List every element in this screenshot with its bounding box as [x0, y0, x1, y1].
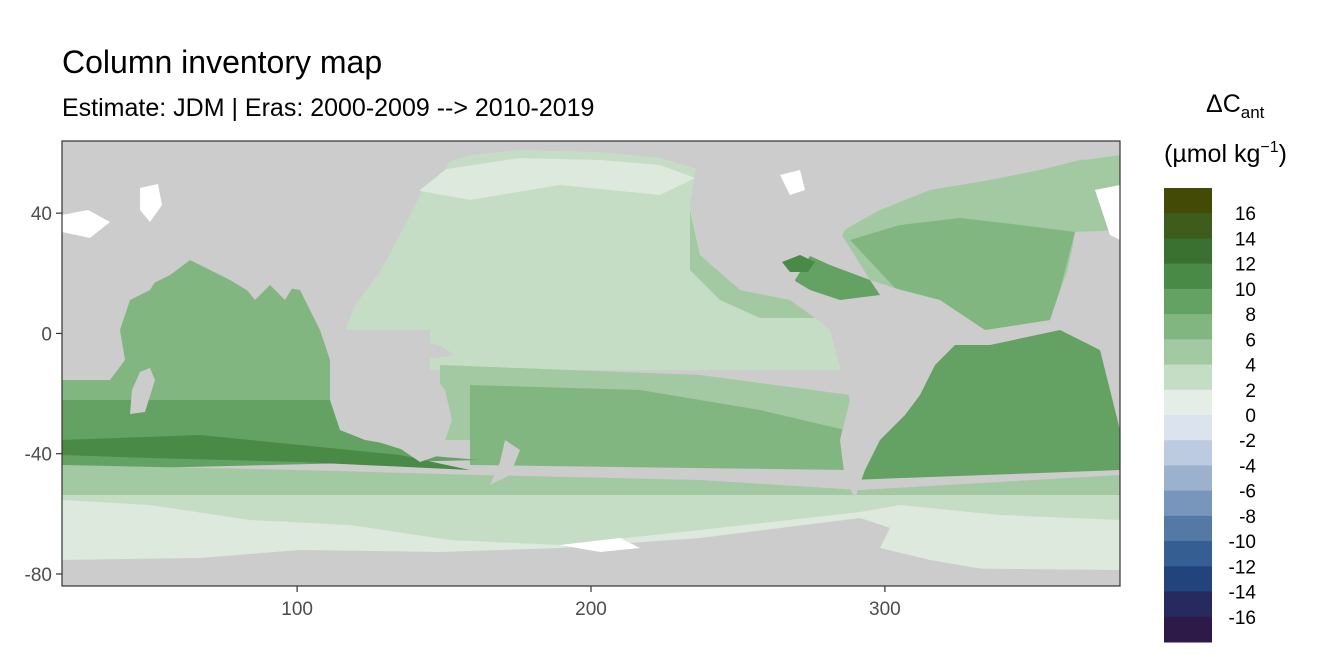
map-subtitle: Estimate: JDM | Eras: 2000-2009 --> 2010…: [62, 94, 595, 122]
missing-data-caspian: [140, 184, 162, 222]
map-panel: [62, 141, 1120, 586]
land-eurasia: [140, 141, 460, 310]
legend-tick-label: 10: [1235, 280, 1256, 301]
y-axis-tick-label: 0: [41, 324, 52, 345]
legend-tick-label: 16: [1235, 204, 1256, 225]
legend-tick-label: 8: [1245, 305, 1256, 326]
legend-tick-label: -8: [1239, 507, 1256, 528]
y-axis-tick-label: 40: [31, 204, 52, 225]
legend-swatch: [1164, 238, 1212, 265]
missing-data-arctic: [1095, 185, 1120, 240]
ocean-southern-indian-dark: [62, 435, 470, 470]
legend-swatch: [1164, 591, 1212, 618]
ocean-north-pacific-subpolar: [415, 158, 695, 200]
legend-tick-label: -12: [1229, 557, 1256, 578]
legend-swatch: [1164, 263, 1212, 290]
x-axis-tick-label: 200: [575, 599, 607, 620]
legend-title-line2: (µmol kg−1): [1164, 139, 1287, 168]
legend-swatch: [1164, 515, 1212, 542]
legend-tick-label: -6: [1239, 482, 1256, 503]
ocean-north-atlantic-subtropical: [850, 218, 1075, 330]
legend-labels: 16 14 12 10 8 6 4 2 0 -2 -4 -6 -8 -10 -12 -14 -16: [1229, 204, 1257, 629]
land-new-guinea: [355, 330, 455, 360]
x-axis-tick-label: 300: [869, 599, 901, 620]
legend-tick-label: -10: [1229, 532, 1256, 553]
land-madagascar: [130, 368, 155, 414]
missing-data-ross: [560, 538, 640, 552]
legend-tick-label: 12: [1235, 255, 1256, 276]
gulf-of-mexico-patch: [782, 255, 815, 272]
missing-data-hudson: [780, 170, 805, 195]
ocean-ne-pacific-band: [690, 210, 815, 318]
legend-swatch: [1164, 415, 1212, 441]
y-axis-tick-label: -40: [25, 445, 52, 466]
legend-swatch: [1164, 364, 1212, 391]
legend-tick-label: 0: [1245, 406, 1256, 427]
legend-swatch: [1164, 288, 1212, 315]
land-europe: [1062, 230, 1120, 350]
land-greenland: [1041, 141, 1120, 160]
legend-title-line1: ΔCant: [1206, 90, 1265, 122]
legend-swatch: [1164, 188, 1212, 214]
legend-color-bar: [1164, 188, 1212, 643]
legend: ΔCant (µmol kg−1) 16 14 12 10 8 6 4 2 0 -2 -4 -6 -8 -…: [1164, 90, 1287, 643]
y-axis-tick-label: -80: [25, 565, 52, 586]
legend-tick-label: -16: [1229, 608, 1256, 629]
ocean-tropical-pacific: [430, 330, 840, 370]
legend-swatch: [1164, 616, 1212, 643]
missing-data-north: [62, 210, 110, 238]
land-south-america: [830, 300, 955, 498]
legend-tick-label: -14: [1229, 583, 1257, 604]
legend-swatch: [1164, 490, 1212, 517]
land-australia: [340, 368, 452, 462]
legend-tick-label: -4: [1239, 456, 1256, 477]
legend-tick-label: 4: [1245, 356, 1256, 377]
land-antarctica: [62, 518, 1120, 586]
legend-tick-label: 2: [1245, 381, 1256, 402]
land-new-zealand: [490, 440, 520, 485]
legend-tick-label: 14: [1235, 229, 1257, 250]
legend-swatch: [1164, 213, 1212, 239]
legend-tick-label: -2: [1239, 431, 1256, 452]
legend-swatch: [1164, 440, 1212, 466]
legend-swatch: [1164, 339, 1212, 366]
legend-tick-label: 6: [1245, 330, 1256, 351]
legend-swatch: [1164, 541, 1212, 567]
map-title: Column inventory map: [62, 44, 383, 80]
missing-data: [62, 170, 1120, 552]
x-axis-tick-label: 100: [281, 599, 313, 620]
legend-swatch: [1164, 314, 1212, 340]
ocean-south-pacific-core: [470, 385, 845, 470]
legend-swatch: [1164, 389, 1212, 416]
legend-swatch: [1164, 465, 1212, 492]
ocean-south-atlantic: [850, 330, 1120, 480]
legend-swatch: [1164, 566, 1212, 593]
